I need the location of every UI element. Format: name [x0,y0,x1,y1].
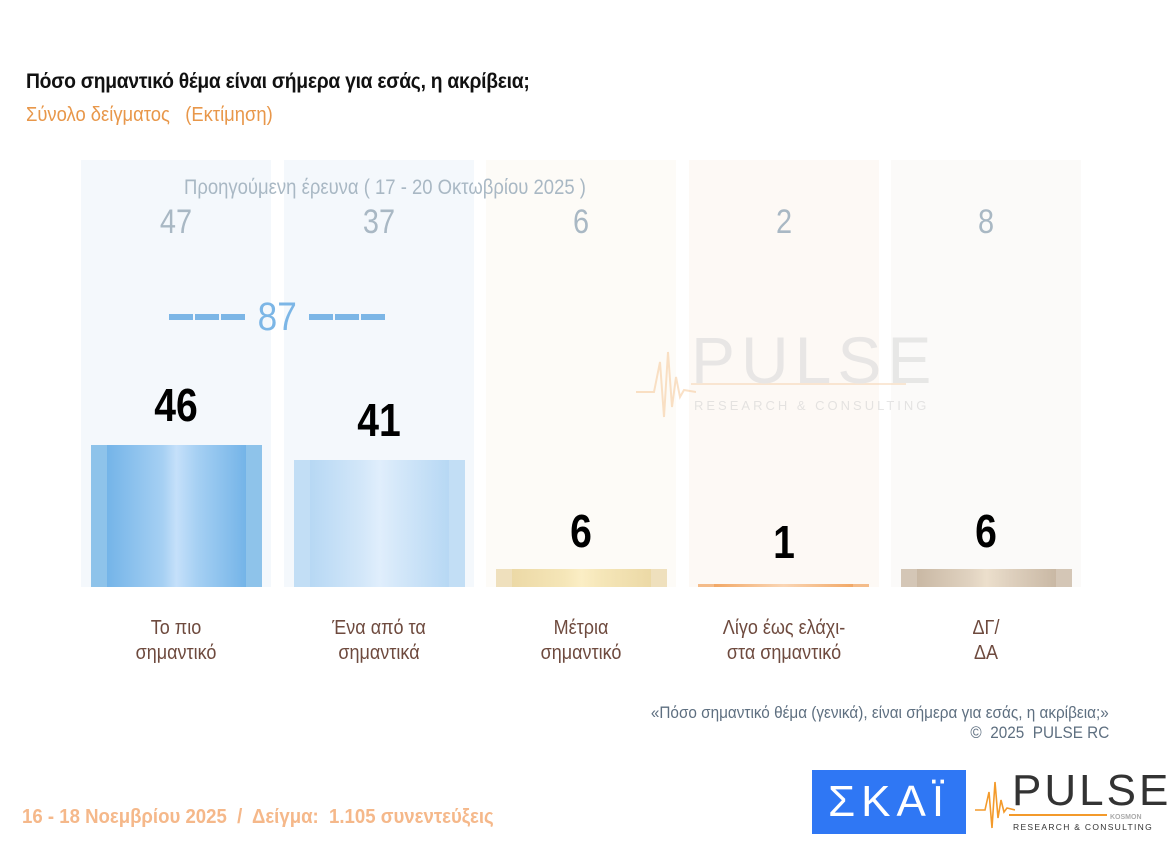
dashed-line-right [309,314,386,320]
pulse-logo-word: PULSE [1012,766,1167,815]
bar-most-important [91,445,262,587]
bar-value-3: 6 [570,505,592,557]
combined-total-value: 87 [257,294,297,339]
pulse-logo: PULSE KOSMON RESEARCH & CONSULTING [975,766,1167,836]
bar-little-to-least-important [698,584,869,587]
survey-date-and-sample: 16 - 18 Νοεμβρίου 2025 / Δείγμα: 1.105 σ… [22,806,494,828]
column-background-5 [891,160,1081,587]
watermark-underline [691,383,906,385]
previous-value-2: 37 [362,203,396,241]
bar-dont-know-no-answer [901,569,1072,587]
previous-survey-note: Προηγούμενη έρευνα ( 17 - 20 Οκτωβρίου 2… [184,176,586,199]
category-label-2: Ένα από τα σημαντικά [332,617,426,664]
column-background-4 [689,160,879,587]
watermark-word: PULSE [691,323,938,397]
bar-moderately-important [496,569,667,587]
watermark-subtitle: RESEARCH & CONSULTING [694,398,930,413]
pulse-wave-icon [975,781,1015,829]
column-background-3 [486,160,676,587]
chart-title: Πόσο σημαντικό θέμα είναι σήμερα για εσά… [26,70,530,93]
previous-value-1: 47 [159,203,193,241]
bar-one-of-important [294,460,465,587]
dashed-line-left [168,314,245,320]
previous-value-3: 6 [572,203,590,241]
pulse-logo-kosmon: KOSMON [1110,814,1142,821]
question-wording-note: «Πόσο σημαντικό θέμα (γενικά), είναι σήμ… [651,703,1109,722]
bar-value-5: 6 [975,505,997,557]
combined-total-annotation: 87 [166,295,388,339]
skai-logo-text: ΣΚΑΪ [827,777,951,826]
previous-value-5: 8 [977,203,995,241]
category-label-3: Μέτρια σημαντικό [540,617,622,664]
bar-value-1: 46 [154,379,198,431]
chart-subtitle: Σύνολο δείγματος (Εκτίμηση) [26,104,273,126]
category-label-4: Λίγο έως ελάχι- στα σημαντικό [722,617,846,664]
skai-logo: ΣΚΑΪ [812,770,966,834]
category-label-5: ΔΓ/ ΔΑ [972,617,1000,664]
category-label-1: Το πιο σημαντικό [135,617,217,664]
pulse-watermark: PULSE RESEARCH & CONSULTING [636,322,931,422]
pulse-logo-subtitle: RESEARCH & CONSULTING [1013,822,1154,832]
copyright-note: © 2025 PULSE RC [970,723,1109,742]
pulse-logo-underline [1009,814,1107,816]
bar-value-4: 1 [773,516,795,568]
previous-value-4: 2 [775,203,793,241]
bar-value-2: 41 [357,394,401,446]
pulse-wave-icon [636,351,696,418]
